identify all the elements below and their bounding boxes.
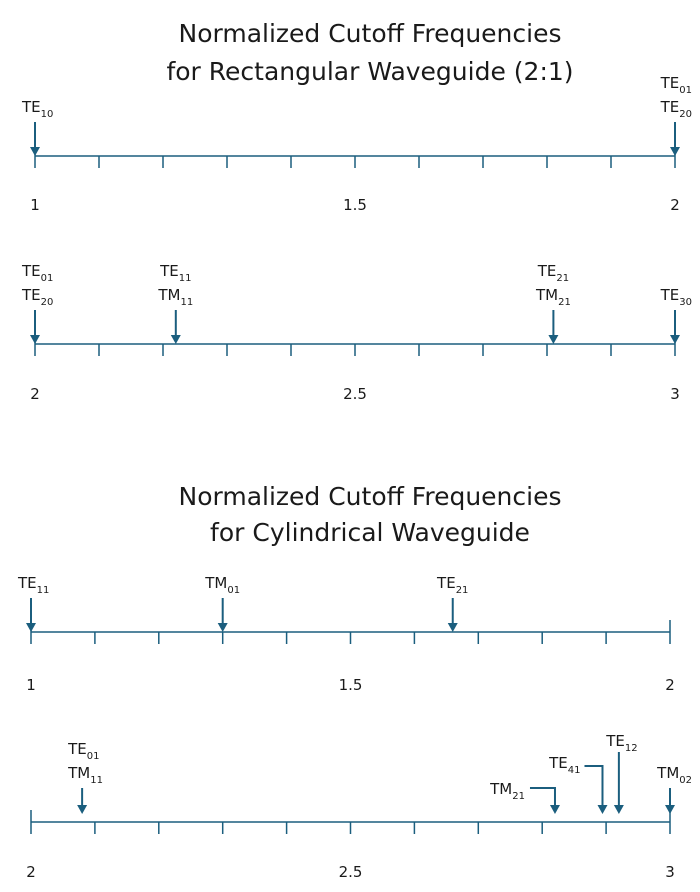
mode-label: TE11 (159, 262, 191, 284)
mode-arrow-head (549, 805, 560, 814)
mode-label: TE10 (21, 98, 53, 120)
tick-label: 2 (665, 676, 675, 694)
mode-label: TE41 (548, 754, 580, 776)
mode-label: TE12 (605, 732, 637, 754)
mode-arrow-head (670, 147, 680, 156)
cyl-title-line1: Normalized Cutoff Frequencies (179, 482, 562, 511)
tick-label: 1.5 (343, 196, 367, 214)
cyl-title-line2: for Cylindrical Waveguide (210, 518, 530, 547)
mode-label: TE11 (17, 574, 49, 596)
mode-label: TM01 (204, 574, 240, 596)
mode-arrow-head (548, 335, 559, 344)
mode-arrow-head (26, 623, 36, 632)
mode-label: TE30 (660, 286, 692, 308)
tick-label: 2.5 (343, 385, 367, 403)
cyl-axis-1-to-2: 1 1.5 2 TE11 TM01 TE21 (17, 574, 675, 694)
mode-arrow-head (217, 623, 228, 632)
tick-label: 2 (670, 196, 680, 214)
mode-arrow-head (447, 623, 458, 632)
rect-title-line2: for Rectangular Waveguide (2:1) (166, 57, 573, 86)
tick-label: 1 (30, 196, 40, 214)
mode-label: TM11 (67, 764, 103, 786)
tick-label: 1.5 (339, 676, 363, 694)
mode-arrow-head (30, 147, 40, 156)
mode-label: TE01 (21, 262, 53, 284)
tick-label: 2.5 (339, 863, 363, 881)
mode-arrow-head (613, 805, 624, 814)
mode-arrow-callout (584, 765, 604, 808)
tick-label: 2 (30, 385, 40, 403)
mode-arrow-head (597, 805, 608, 814)
mode-arrow-head (30, 335, 40, 344)
tick-label: 3 (670, 385, 680, 403)
mode-label: TE20 (660, 98, 692, 120)
mode-label: TM02 (656, 764, 692, 786)
mode-label: TE01 (67, 740, 99, 762)
tick-label: 2 (26, 863, 36, 881)
mode-arrow-head (665, 805, 675, 814)
rect-title-line1: Normalized Cutoff Frequencies (179, 19, 562, 48)
mode-label: TE20 (21, 286, 53, 308)
mode-label: TM21 (535, 286, 571, 308)
tick-label: 3 (665, 863, 675, 881)
mode-arrow-head (77, 805, 88, 814)
mode-label: TE01 (660, 74, 692, 96)
mode-arrow-callout (529, 787, 556, 808)
mode-arrow-head (670, 335, 680, 344)
mode-label: TM21 (489, 780, 525, 802)
mode-label: TE21 (436, 574, 468, 596)
mode-label: TE21 (537, 262, 569, 284)
mode-arrow-head (170, 335, 181, 344)
mode-label: TM11 (157, 286, 193, 308)
tick-label: 1 (26, 676, 36, 694)
